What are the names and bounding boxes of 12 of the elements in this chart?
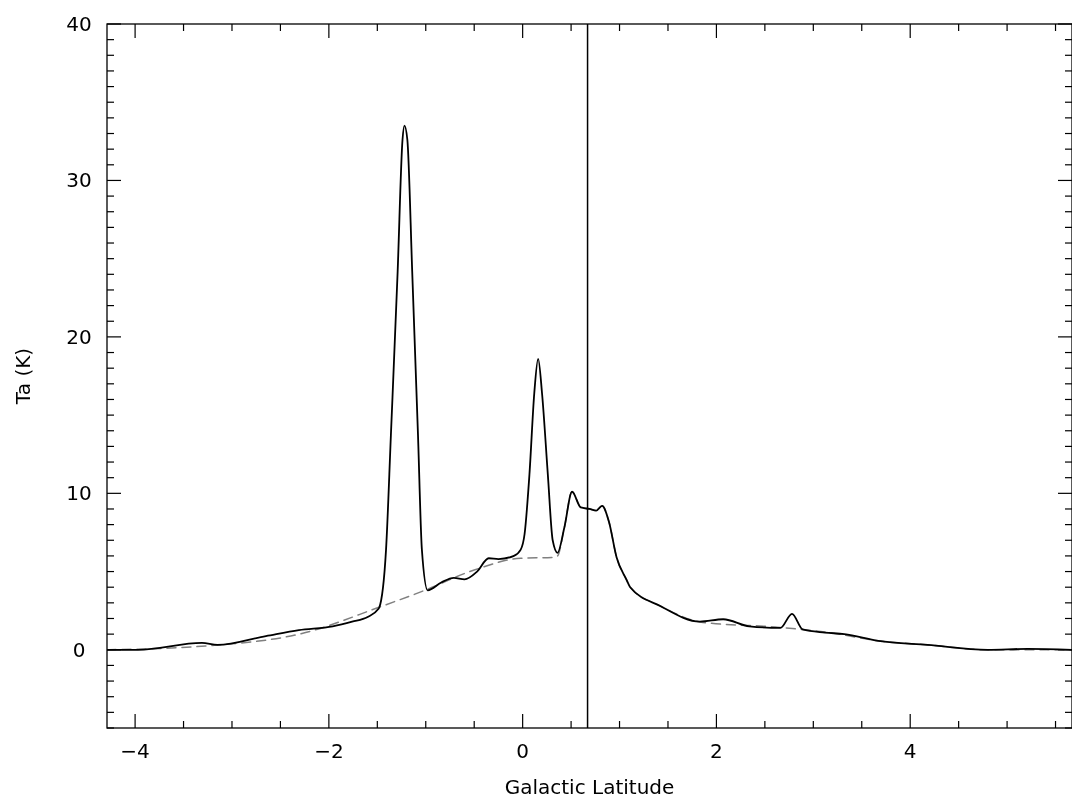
x-tick-label: 0 [516,739,530,763]
y-tick-label: 10 [66,481,92,506]
x-tick-label: 4 [903,739,917,763]
x-tick-label: −4 [120,739,150,763]
y-axis-title: Ta (K) [11,347,35,406]
y-tick-label: 40 [66,12,92,36]
x-axis-title: Galactic Latitude [504,775,675,799]
y-tick-label: 30 [66,168,92,193]
y-tick-label: 20 [66,324,92,349]
x-tick-label: −2 [314,739,344,763]
x-tick-label: 2 [710,739,723,763]
y-tick-label: 0 [72,637,86,662]
